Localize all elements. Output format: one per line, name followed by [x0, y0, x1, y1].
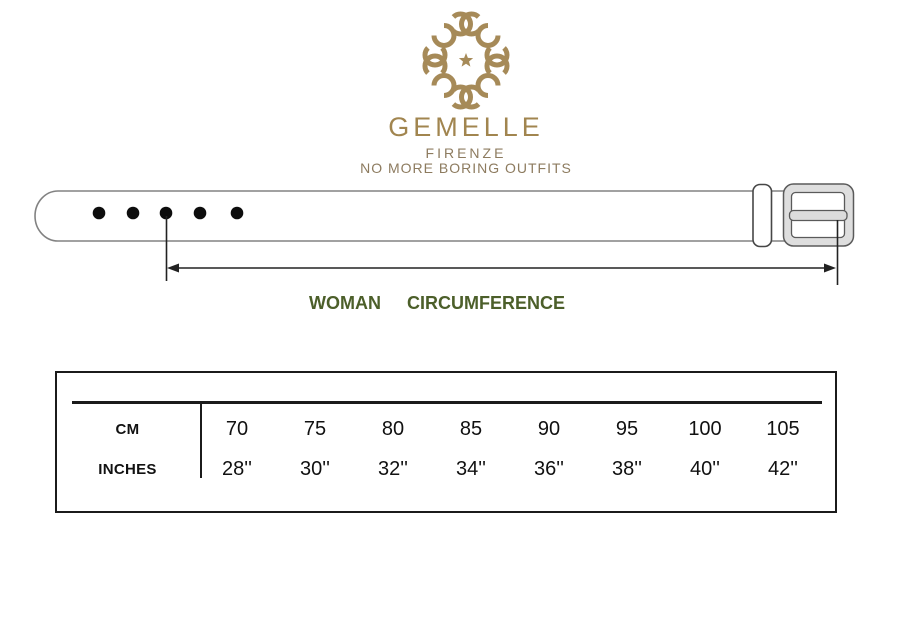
- table-column-divider: [200, 403, 202, 478]
- table-cell: 70: [225, 417, 249, 440]
- measurement-label-woman: WOMAN: [309, 293, 381, 313]
- belt-strap: [34, 190, 786, 242]
- table-cell: 80: [381, 417, 405, 440]
- table-cell: 105: [766, 417, 800, 440]
- measurement-label: WOMAN CIRCUMFERENCE: [0, 293, 874, 314]
- star-icon: [458, 53, 474, 67]
- table-cell: 40'': [690, 457, 720, 480]
- belt-keeper: [752, 183, 773, 248]
- table-cell: 30'': [300, 457, 330, 480]
- table-cell: 38'': [612, 457, 642, 480]
- brand-city: FIRENZE: [425, 145, 507, 161]
- size-table-grid: CM 70 75 80 85 90 95 100 105 INCHES 28''…: [57, 409, 822, 489]
- brand-logo-icon: [419, 8, 513, 112]
- measurement-label-circumference: CIRCUMFERENCE: [406, 293, 565, 313]
- table-cell: 90: [537, 417, 561, 440]
- table-cell: 100: [688, 417, 722, 440]
- brand-name: GEMELLE: [388, 112, 544, 142]
- table-top-rule: [72, 401, 822, 404]
- table-cell: 42'': [768, 457, 798, 480]
- table-cell: 34'': [456, 457, 486, 480]
- measurement-arrow: [165, 216, 839, 285]
- table-cell: 95: [615, 417, 639, 440]
- belt-prong: [788, 209, 848, 222]
- table-cell: 28'': [222, 457, 252, 480]
- table-cell: 32'': [378, 457, 408, 480]
- brand-tagline: NO MORE BORING OUTFITS: [360, 160, 572, 176]
- row-header-cm: CM: [115, 420, 140, 438]
- table-cell: 36'': [534, 457, 564, 480]
- ornamental-cc-star-icon: [419, 8, 513, 112]
- size-table: CM 70 75 80 85 90 95 100 105 INCHES 28''…: [55, 371, 837, 513]
- table-cell: 85: [459, 417, 483, 440]
- table-cell: 75: [303, 417, 327, 440]
- belt-holes: [92, 206, 244, 220]
- row-header-inches: INCHES: [98, 460, 157, 478]
